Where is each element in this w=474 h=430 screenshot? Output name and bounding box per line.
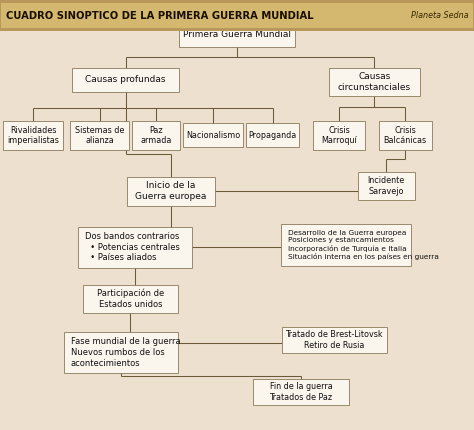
Text: Inicio de la
Guerra europea: Inicio de la Guerra europea <box>135 181 206 201</box>
Bar <box>1 3 473 28</box>
FancyBboxPatch shape <box>72 68 179 92</box>
FancyBboxPatch shape <box>246 123 299 147</box>
Text: Primera Guerra Mundial: Primera Guerra Mundial <box>183 30 291 39</box>
FancyBboxPatch shape <box>179 22 295 47</box>
Bar <box>0 0 474 31</box>
Text: Sistemas de
alianza: Sistemas de alianza <box>75 126 124 145</box>
Text: Tratado de Brest-Litovsk
Retiro de Rusia: Tratado de Brest-Litovsk Retiro de Rusia <box>285 330 383 350</box>
FancyBboxPatch shape <box>357 172 415 200</box>
Text: CUADRO SINOPTICO DE LA PRIMERA GUERRA MUNDIAL: CUADRO SINOPTICO DE LA PRIMERA GUERRA MU… <box>6 11 313 21</box>
Text: Fin de la guerra
Tratados de Paz: Fin de la guerra Tratados de Paz <box>269 382 333 402</box>
FancyBboxPatch shape <box>64 332 178 373</box>
FancyBboxPatch shape <box>132 121 180 150</box>
FancyBboxPatch shape <box>83 285 178 313</box>
FancyBboxPatch shape <box>329 68 419 96</box>
Text: Rivalidades
imperialistas: Rivalidades imperialistas <box>7 126 59 145</box>
FancyBboxPatch shape <box>127 177 215 206</box>
Text: Fase mundial de la guerra
Nuevos rumbos de los
acontecimientos: Fase mundial de la guerra Nuevos rumbos … <box>71 338 181 368</box>
FancyBboxPatch shape <box>183 123 243 147</box>
FancyBboxPatch shape <box>70 121 129 150</box>
Text: Crisis
Balcánicas: Crisis Balcánicas <box>384 126 427 145</box>
Text: Participación de
Estados unidos: Participación de Estados unidos <box>97 289 164 309</box>
Text: Crisis
Marroquí: Crisis Marroquí <box>321 126 357 145</box>
FancyBboxPatch shape <box>3 121 63 150</box>
Text: Planeta Sedna: Planeta Sedna <box>410 11 468 20</box>
FancyBboxPatch shape <box>379 121 431 150</box>
Text: Desarrollo de la Guerra europea
Posiciones y estancamientos
Incorporación de Tur: Desarrollo de la Guerra europea Posicion… <box>288 230 438 260</box>
Text: Causas
circunstanciales: Causas circunstanciales <box>338 72 411 92</box>
FancyBboxPatch shape <box>253 379 348 405</box>
FancyBboxPatch shape <box>313 121 365 150</box>
Text: Dos bandos contrarios
  • Potencias centrales
  • Países aliados: Dos bandos contrarios • Potencias centra… <box>85 232 180 262</box>
Text: Paz
armada: Paz armada <box>141 126 172 145</box>
Text: Nacionalismo: Nacionalismo <box>186 131 240 140</box>
FancyBboxPatch shape <box>281 224 411 266</box>
FancyBboxPatch shape <box>282 327 386 353</box>
Text: Incidente
Saravejo: Incidente Saravejo <box>368 176 405 196</box>
Text: Propaganda: Propaganda <box>248 131 297 140</box>
Text: Causas profundas: Causas profundas <box>85 75 166 84</box>
FancyBboxPatch shape <box>78 227 192 268</box>
